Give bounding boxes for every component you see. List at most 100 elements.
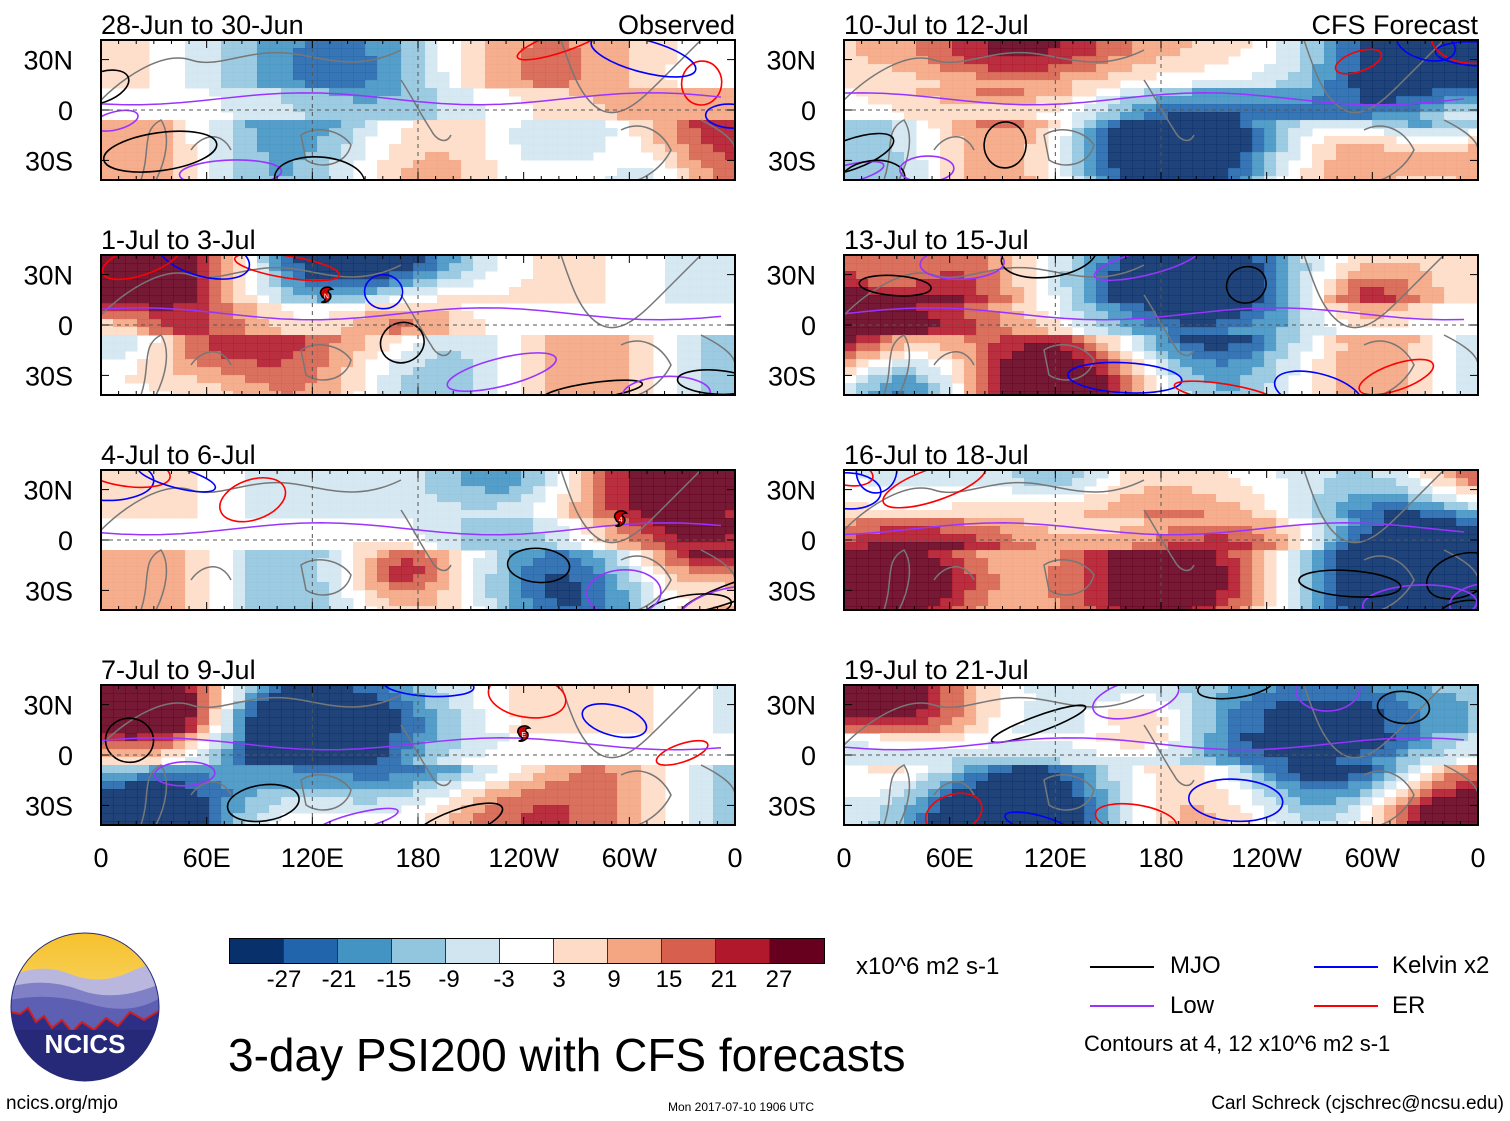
anomaly-contour [219, 476, 287, 523]
anomaly-contour [899, 155, 955, 180]
coastline [620, 770, 672, 825]
lat-label: 30S [25, 146, 73, 176]
lat-label: 30N [23, 476, 73, 506]
anomaly-contour [844, 159, 906, 180]
colorbar [229, 938, 825, 964]
anomaly-contour [844, 132, 895, 177]
storm-marker-label: E [521, 732, 526, 739]
low-contour [844, 522, 1465, 536]
lon-label: 180 [395, 843, 440, 873]
lat-label: 30S [25, 361, 73, 391]
low-contour [844, 307, 1465, 321]
panel-header: Observed [618, 10, 735, 40]
anomaly-contour [1425, 551, 1478, 600]
lon-label: 60E [926, 843, 974, 873]
colorbar-tick-label: 27 [765, 966, 793, 993]
anomaly-contour [586, 568, 662, 610]
anomaly-contour [383, 685, 475, 698]
anomaly-contour [1093, 255, 1201, 282]
lon-label: 0 [1470, 843, 1485, 873]
anomaly-contour [542, 379, 644, 395]
coastline [844, 49, 1145, 101]
anomaly-contour [273, 156, 366, 180]
coastline [400, 509, 452, 572]
anomaly-contour [858, 274, 932, 297]
colorbar-units: x10^6 m2 s-1 [856, 953, 1000, 980]
anomaly-contour [704, 103, 735, 129]
anomaly-contour [101, 470, 171, 489]
anomaly-contour [1440, 599, 1478, 610]
lon-label: 0 [836, 843, 851, 873]
panel-date-label: 16-Jul to 18-Jul [844, 440, 1029, 470]
storm-marker-label: N [324, 293, 329, 300]
coastline [400, 294, 452, 357]
anomaly-contour [990, 704, 1087, 744]
anomaly-contour [1004, 811, 1074, 825]
lat-label: 30N [23, 46, 73, 76]
anomaly-contour [157, 255, 251, 280]
lat-label: 0 [801, 526, 816, 556]
timestamp: Mon 2017-07-10 1906 UTC [668, 1100, 815, 1114]
anomaly-contour [1334, 48, 1383, 75]
coastline [101, 264, 402, 316]
lon-label: 120E [281, 843, 344, 873]
legend-low-label: Low [1170, 992, 1215, 1019]
colorbar-tick-label: 3 [552, 966, 566, 993]
coastline [844, 694, 1145, 746]
coastline [400, 724, 452, 787]
coastline [933, 566, 975, 581]
legend-er-line [1314, 1005, 1378, 1007]
colorbar-swatch [770, 939, 824, 963]
legend-kelvin-line [1314, 966, 1378, 968]
low-contour [844, 92, 1465, 106]
anomaly-contour [411, 802, 504, 825]
coastline [1143, 724, 1195, 787]
anomaly-contour [1376, 690, 1431, 725]
coastline [101, 694, 402, 746]
anomaly-contour [1197, 685, 1274, 700]
anomaly-contour [645, 593, 733, 610]
colorbar-tick-label: 15 [655, 966, 683, 993]
lon-label: 60E [183, 843, 231, 873]
anomaly-contour [621, 375, 712, 395]
coastline [140, 119, 168, 180]
lon-label: 120E [1024, 843, 1087, 873]
anomaly-contour [154, 760, 216, 787]
panel-date-label: 4-Jul to 6-Jul [101, 440, 256, 470]
coastline [300, 344, 352, 381]
colorbar-tick-label: 21 [710, 966, 738, 993]
lat-label: 30N [766, 691, 816, 721]
anomaly-contour [233, 255, 341, 282]
anomaly-contour [1094, 802, 1178, 825]
colorbar-swatch [230, 939, 284, 963]
anomaly-contour [101, 69, 130, 106]
low-contour [844, 737, 1465, 751]
anomaly-contour [919, 255, 1005, 281]
coastline [140, 764, 168, 825]
colorbar-tick-label: -3 [493, 966, 515, 993]
anomaly-contour [681, 570, 735, 610]
coastline [883, 549, 911, 610]
anomaly-contour [655, 739, 709, 766]
map-panel: 30N 0 30S 10-Jul to 12-Jul CFS Forecast [766, 10, 1479, 181]
panel-header: CFS Forecast [1311, 10, 1478, 40]
coastline [1143, 294, 1195, 357]
site-url[interactable]: ncics.org/mjo [6, 1093, 118, 1114]
map-panels: 30N 0 30S 28-Jun to 30-Jun Observed 30N 0 30S 1-… [23, 10, 1485, 873]
map-panel: 30N 0 30S 28-Jun to 30-Jun Observed [23, 10, 736, 181]
map-panel: 30N 0 30S 16-Jul to 18-Jul [766, 440, 1479, 611]
lat-label: 0 [58, 311, 73, 341]
anomaly-contour [680, 60, 723, 106]
lat-label: 0 [58, 96, 73, 126]
anomaly-contour [363, 273, 404, 310]
anomaly-contour [178, 159, 283, 180]
anomaly-contour [1187, 778, 1284, 823]
colorbar-swatch [716, 939, 770, 963]
map-panel: 30N 0 30S 1-Jul to 3-Jul N [23, 225, 736, 396]
anomaly-contour [1273, 370, 1363, 395]
contour-note: Contours at 4, 12 x10^6 m2 s-1 [1084, 1031, 1391, 1056]
colorbar-tick-label: 9 [607, 966, 621, 993]
coastline [1143, 509, 1195, 572]
anomaly-contour [1430, 40, 1478, 65]
coastline [844, 479, 1145, 531]
